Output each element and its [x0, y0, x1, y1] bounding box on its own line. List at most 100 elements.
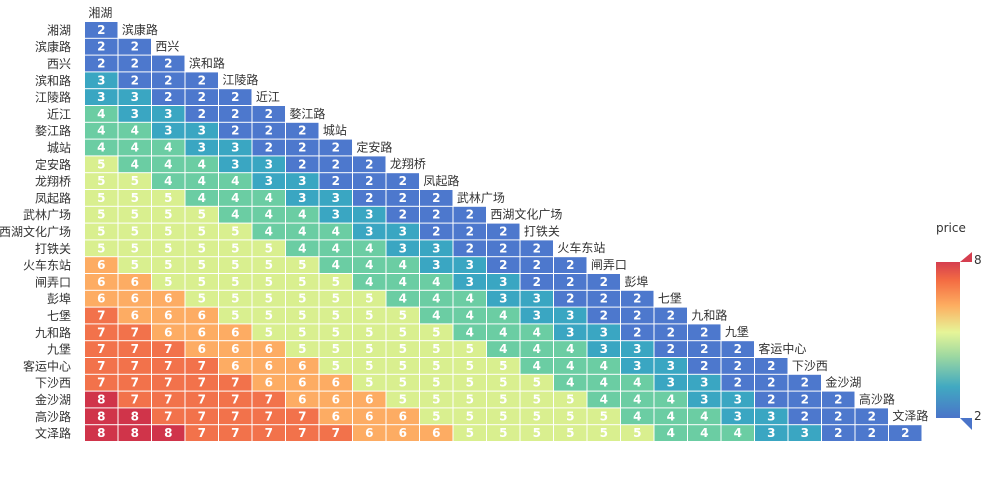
heatmap-cell[interactable]	[185, 223, 219, 240]
heatmap-cell[interactable]	[118, 106, 152, 122]
heatmap-cell[interactable]	[520, 290, 554, 307]
heatmap-cell[interactable]	[721, 374, 755, 391]
heatmap-cell[interactable]	[386, 290, 420, 307]
heatmap-cell[interactable]	[487, 341, 520, 357]
heatmap-cell[interactable]	[219, 190, 252, 206]
heatmap-cell[interactable]	[822, 408, 855, 425]
heatmap-cell[interactable]	[554, 274, 587, 290]
heatmap-cell[interactable]	[319, 408, 353, 425]
heatmap-cell[interactable]	[85, 257, 118, 273]
heatmap-cell[interactable]	[152, 408, 185, 425]
heatmap-cell[interactable]	[152, 425, 185, 441]
heatmap-cell[interactable]	[453, 391, 487, 408]
heatmap-cell[interactable]	[252, 358, 286, 374]
heatmap-cell[interactable]	[487, 274, 520, 290]
heatmap-cell[interactable]	[152, 307, 185, 324]
heatmap-cell[interactable]	[319, 274, 353, 290]
heatmap-cell[interactable]	[85, 72, 118, 89]
heatmap-cell[interactable]	[587, 425, 621, 441]
heatmap-cell[interactable]	[688, 324, 721, 341]
heatmap-cell[interactable]	[85, 173, 118, 189]
heatmap-cell[interactable]	[453, 206, 487, 223]
heatmap-cell[interactable]	[152, 324, 185, 341]
heatmap-cell[interactable]	[85, 341, 118, 357]
heatmap-cell[interactable]	[219, 106, 252, 122]
heatmap-cell[interactable]	[152, 206, 185, 223]
heatmap-cell[interactable]	[386, 240, 420, 257]
heatmap-cell[interactable]	[185, 341, 219, 357]
heatmap-cell[interactable]	[85, 358, 118, 374]
heatmap-cell[interactable]	[185, 290, 219, 307]
heatmap-cell[interactable]	[319, 324, 353, 341]
heatmap-cell[interactable]	[353, 274, 386, 290]
heatmap-cell[interactable]	[152, 274, 185, 290]
heatmap-cell[interactable]	[286, 290, 319, 307]
heatmap-cell[interactable]	[152, 290, 185, 307]
heatmap-cell[interactable]	[587, 341, 621, 357]
heatmap-cell[interactable]	[721, 341, 755, 357]
heatmap-cell[interactable]	[353, 324, 386, 341]
heatmap-cell[interactable]	[286, 374, 319, 391]
heatmap-cell[interactable]	[721, 391, 755, 408]
heatmap-cell[interactable]	[152, 190, 185, 206]
heatmap-cell[interactable]	[788, 374, 822, 391]
heatmap-cell[interactable]	[386, 274, 420, 290]
heatmap-cell[interactable]	[654, 358, 688, 374]
heatmap-cell[interactable]	[353, 173, 386, 189]
heatmap-cell[interactable]	[621, 307, 654, 324]
heatmap-cell[interactable]	[118, 122, 152, 139]
heatmap-cell[interactable]	[453, 324, 487, 341]
heatmap-cell[interactable]	[118, 358, 152, 374]
heatmap-cell[interactable]	[118, 290, 152, 307]
heatmap-cell[interactable]	[319, 307, 353, 324]
heatmap-cell[interactable]	[587, 391, 621, 408]
heatmap-cell[interactable]	[487, 290, 520, 307]
heatmap-cell[interactable]	[353, 290, 386, 307]
heatmap-cell[interactable]	[386, 206, 420, 223]
heatmap-cell[interactable]	[286, 139, 319, 156]
heatmap-cell[interactable]	[788, 408, 822, 425]
heatmap-cell[interactable]	[654, 307, 688, 324]
heatmap-cell[interactable]	[420, 240, 453, 257]
heatmap-cell[interactable]	[85, 240, 118, 257]
heatmap-cell[interactable]	[487, 408, 520, 425]
heatmap-cell[interactable]	[118, 274, 152, 290]
heatmap-cell[interactable]	[219, 341, 252, 357]
heatmap-cell[interactable]	[185, 324, 219, 341]
heatmap-cell[interactable]	[185, 408, 219, 425]
heatmap-cell[interactable]	[252, 122, 286, 139]
heatmap-cell[interactable]	[319, 139, 353, 156]
heatmap-cell[interactable]	[453, 274, 487, 290]
heatmap-cell[interactable]	[386, 223, 420, 240]
heatmap-cell[interactable]	[688, 391, 721, 408]
heatmap-cell[interactable]	[252, 425, 286, 441]
heatmap-cell[interactable]	[319, 290, 353, 307]
heatmap-cell[interactable]	[688, 408, 721, 425]
heatmap-cell[interactable]	[353, 257, 386, 273]
heatmap-cell[interactable]	[286, 274, 319, 290]
heatmap-cell[interactable]	[219, 391, 252, 408]
heatmap-cell[interactable]	[520, 324, 554, 341]
heatmap-cell[interactable]	[118, 173, 152, 189]
heatmap-cell[interactable]	[386, 374, 420, 391]
heatmap-cell[interactable]	[386, 358, 420, 374]
heatmap-cell[interactable]	[185, 307, 219, 324]
heatmap-cell[interactable]	[185, 374, 219, 391]
heatmap-cell[interactable]	[185, 156, 219, 173]
heatmap-cell[interactable]	[654, 341, 688, 357]
heatmap-cell[interactable]	[621, 358, 654, 374]
heatmap-cell[interactable]	[152, 391, 185, 408]
heatmap-cell[interactable]	[386, 341, 420, 357]
heatmap-cell[interactable]	[386, 391, 420, 408]
heatmap-cell[interactable]	[554, 341, 587, 357]
heatmap-cell[interactable]	[252, 391, 286, 408]
heatmap-cell[interactable]	[252, 307, 286, 324]
legend-max-handle[interactable]	[960, 252, 972, 262]
heatmap-cell[interactable]	[252, 257, 286, 273]
heatmap-cell[interactable]	[85, 307, 118, 324]
heatmap-cell[interactable]	[319, 190, 353, 206]
heatmap-cell[interactable]	[855, 408, 889, 425]
heatmap-cell[interactable]	[621, 408, 654, 425]
heatmap-cell[interactable]	[621, 341, 654, 357]
heatmap-cell[interactable]	[755, 408, 788, 425]
